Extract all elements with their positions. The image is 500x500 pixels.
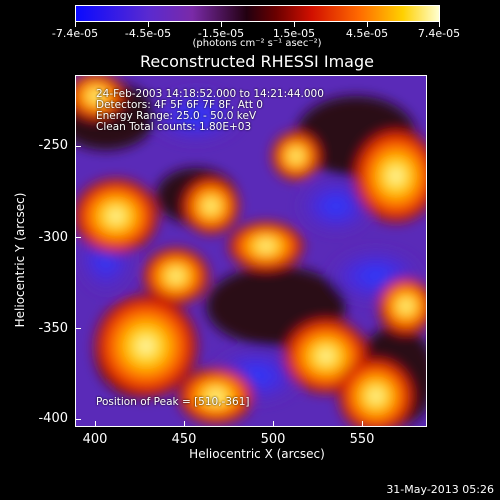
y-tick-label: -250: [38, 138, 68, 153]
colorbar-label: -4.5e-05: [124, 27, 172, 40]
colorbar-tick: [367, 22, 368, 27]
x-tick: [362, 421, 363, 427]
x-tick-label: 500: [260, 432, 286, 447]
y-tick-label: -300: [38, 230, 68, 245]
colorbar-tick: [294, 22, 295, 27]
heatmap-svg: [76, 76, 426, 426]
detectors-annotation: Detectors: 4F 5F 6F 7F 8F, Att 0: [96, 99, 263, 111]
y-tick: [75, 419, 81, 420]
x-tick-label: 450: [171, 432, 197, 447]
y-axis-title: Heliocentric Y (arcsec): [13, 192, 27, 328]
footer-date: 31-May-2013 05:26: [386, 483, 494, 496]
colorbar-tick: [439, 22, 440, 27]
time-range-annotation: 24-Feb-2003 14:18:52.000 to 14:21:44.000: [96, 88, 324, 100]
plot-title: Reconstructed RHESSI Image: [140, 52, 374, 71]
peak-position-annotation: Position of Peak = [510,-361]: [96, 396, 250, 408]
x-tick: [273, 421, 274, 427]
y-tick: [75, 146, 81, 147]
y-tick-label: -400: [38, 411, 68, 426]
colorbar-label: 4.5e-05: [345, 27, 389, 40]
colorbar-label: -1.5e-05: [197, 27, 245, 40]
y-tick: [75, 237, 81, 238]
y-tick: [75, 328, 81, 329]
colorbar-tick: [148, 22, 149, 27]
x-tick-label: 400: [82, 432, 108, 447]
colorbar-label: -7.4e-05: [51, 27, 99, 40]
heatmap-image: [75, 75, 427, 427]
colorbar-unit: (photons cm⁻² s⁻¹ asec⁻²): [192, 38, 322, 49]
x-tick: [95, 421, 96, 427]
x-tick: [184, 421, 185, 427]
colorbar-label: 7.4e-05: [417, 27, 461, 40]
colorbar-tick: [75, 22, 76, 27]
y-tick-label: -350: [38, 321, 68, 336]
counts-annotation: Clean Total counts: 1.80E+03: [96, 121, 252, 133]
energy-annotation: Energy Range: 25.0 - 50.0 keV: [96, 110, 257, 122]
x-axis-title: Heliocentric X (arcsec): [189, 447, 325, 461]
colorbar-label: 1.5e-05: [272, 27, 316, 40]
x-tick-label: 550: [349, 432, 375, 447]
colorbar: [75, 5, 440, 22]
colorbar-tick: [221, 22, 222, 27]
